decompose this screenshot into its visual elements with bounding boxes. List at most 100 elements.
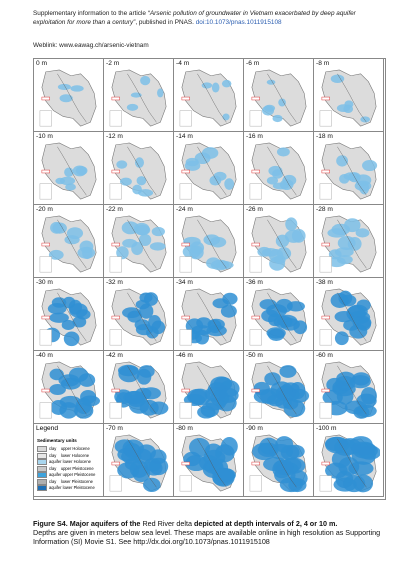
depth-tag	[181, 315, 190, 320]
aquifer-patch	[220, 304, 237, 318]
legend-swatch	[37, 472, 47, 478]
aquifer-patch	[126, 103, 139, 111]
depth-label: -14 m	[176, 133, 193, 140]
legend-item: clay lower Holocene	[37, 452, 90, 459]
map-cell: -70 m	[104, 424, 174, 497]
map	[179, 215, 237, 273]
river	[337, 292, 367, 342]
depth-label: -46 m	[176, 352, 193, 359]
map-inset	[249, 329, 262, 346]
aquifer-patch	[348, 310, 371, 324]
map	[249, 215, 307, 273]
map	[249, 434, 308, 493]
legend-item: aquifer upper Pleistocene	[37, 472, 95, 478]
depth-label: -4 m	[176, 60, 190, 67]
map	[109, 288, 167, 346]
aquifer-patch	[273, 315, 293, 329]
aquifer-patch	[70, 85, 84, 92]
aquifer-patch	[135, 299, 150, 310]
legend-item: clay upper Holocene	[37, 446, 90, 452]
map-cell: -30 m	[34, 278, 104, 351]
aquifer-patch	[119, 177, 132, 186]
map	[319, 142, 378, 200]
map-inset	[39, 402, 52, 419]
depth-label: -36 m	[246, 279, 263, 286]
map	[319, 361, 377, 419]
map-inset	[319, 329, 332, 346]
aquifer-patch	[50, 221, 64, 234]
river	[57, 73, 87, 123]
aquifer-patch	[149, 457, 169, 476]
doi-link[interactable]: doi:10.1073/pnas.1011915108	[195, 18, 282, 26]
map-inset	[179, 110, 192, 127]
aquifer-patch	[222, 113, 230, 121]
depth-tag	[41, 388, 50, 393]
delta-outline	[111, 142, 167, 200]
aquifer-patch	[282, 174, 297, 186]
depth-tag	[321, 242, 330, 247]
depth-label: -6 m	[246, 60, 260, 67]
aquifer-patch	[284, 229, 303, 243]
aquifer-patch	[349, 375, 371, 389]
legend-swatch	[37, 465, 47, 472]
aquifer-patch	[336, 104, 351, 113]
aquifer-patch	[48, 249, 64, 260]
depth-label: -38 m	[316, 279, 333, 286]
depth-tag	[251, 96, 260, 101]
map-cell: -28 m	[314, 205, 384, 278]
depth-label: -50 m	[246, 352, 263, 359]
map-cell: -12 m	[104, 132, 174, 205]
aquifer-patch	[117, 364, 139, 377]
depth-label: -70 m	[106, 425, 123, 432]
aquifer-patch	[122, 238, 138, 248]
river	[337, 438, 367, 488]
legend-item: clay lower Pleistocene	[37, 478, 93, 485]
aquifer-patch	[293, 320, 308, 335]
caption-text: Red River delta	[142, 519, 194, 528]
aquifer-patch	[149, 242, 166, 251]
aquifer-patch	[182, 245, 201, 259]
depth-label: -24 m	[176, 206, 193, 213]
aquifer-patch	[339, 174, 350, 184]
aquifer-patch	[218, 387, 239, 403]
aquifer-patch	[257, 246, 272, 257]
map	[109, 69, 167, 127]
map-inset	[249, 475, 262, 492]
depth-tag	[111, 315, 120, 320]
aquifer-patch	[55, 177, 65, 185]
map-cell: -32 m	[104, 278, 174, 351]
aquifer-patch	[360, 116, 371, 123]
aquifer-patch	[253, 389, 277, 404]
aquifer-patch	[58, 374, 80, 387]
map	[249, 69, 307, 127]
aquifer-patch	[269, 248, 284, 263]
legend-item: aquifer lower Pleistocene	[37, 485, 95, 491]
aquifer-patch	[326, 377, 344, 392]
map-cell: -50 m	[244, 351, 314, 424]
river	[197, 219, 227, 269]
river	[267, 292, 297, 342]
aquifer-patch	[64, 235, 80, 245]
map-inset	[39, 110, 52, 127]
map	[109, 434, 169, 493]
aquifer-patch	[75, 397, 92, 415]
depth-label: -34 m	[176, 279, 193, 286]
legend-label: clay lower Holocene	[49, 452, 90, 458]
map	[179, 69, 237, 127]
aquifer-patch	[59, 94, 73, 103]
map-cell: -2 m	[104, 59, 174, 132]
depth-tag	[321, 169, 330, 174]
map	[39, 288, 97, 347]
depth-label: -12 m	[106, 133, 123, 140]
legend-item: clay upper Pleistocene	[37, 465, 94, 472]
aquifer-patch	[195, 329, 210, 345]
weblink: Weblink: www.eawag.ch/arsenic-vietnam	[33, 42, 149, 49]
legend-label: clay upper Holocene	[49, 446, 90, 452]
map	[109, 142, 167, 200]
depth-label: -10 m	[36, 133, 53, 140]
river	[267, 219, 297, 269]
aquifer-patch	[211, 82, 220, 93]
map-cell: -10 m	[34, 132, 104, 205]
aquifer-patch	[208, 319, 222, 334]
depth-tag	[181, 388, 190, 393]
